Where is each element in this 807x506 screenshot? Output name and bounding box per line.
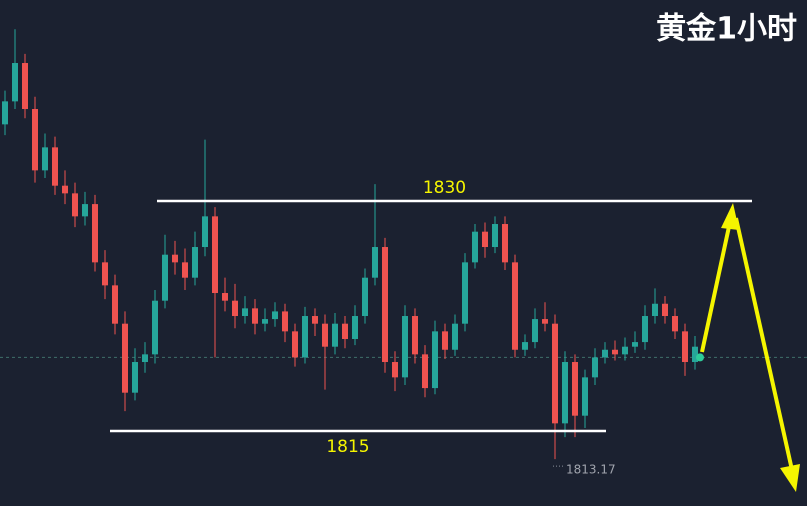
candle-body xyxy=(252,308,258,324)
arrow-down xyxy=(734,217,794,471)
candle-body xyxy=(412,316,418,355)
candle-body xyxy=(442,331,448,350)
candle-body xyxy=(502,224,508,263)
candle-body xyxy=(582,377,588,416)
candle-body xyxy=(262,319,268,324)
candle-body xyxy=(452,323,458,350)
candle-body xyxy=(682,331,688,363)
candle-body xyxy=(462,262,468,324)
candle-body xyxy=(52,147,58,186)
candle-body xyxy=(512,262,518,350)
candle-body xyxy=(382,247,388,363)
arrow-up xyxy=(700,221,732,353)
candle-body xyxy=(692,346,698,363)
candle-body xyxy=(552,323,558,424)
candle-body xyxy=(302,316,308,358)
candle-body xyxy=(422,354,428,389)
candle-body xyxy=(272,311,278,320)
candle-body xyxy=(342,323,348,340)
chart-title: 黄金1小时 xyxy=(656,12,797,47)
plot-area: 1830 1815 1813.17 xyxy=(0,29,807,477)
candle-body xyxy=(602,349,608,358)
candle-body xyxy=(612,349,618,355)
candle-body xyxy=(42,147,48,171)
candle-body xyxy=(402,316,408,378)
candle-body xyxy=(312,316,318,324)
candle-body xyxy=(642,316,648,343)
candle-body xyxy=(542,319,548,324)
candle-body xyxy=(212,216,218,294)
candle-body xyxy=(362,277,368,317)
candle-body xyxy=(282,311,288,332)
candle-body xyxy=(532,319,538,343)
candle-body xyxy=(472,231,478,263)
candle-body xyxy=(622,346,628,355)
candle-body xyxy=(432,331,438,389)
candle-body xyxy=(72,193,78,217)
candle-body xyxy=(562,362,568,424)
candle-body xyxy=(92,204,98,263)
candle-body xyxy=(672,316,678,332)
candle-body xyxy=(592,357,598,378)
candle-body xyxy=(492,224,498,248)
candle-body xyxy=(232,300,238,317)
candle-body xyxy=(132,362,138,393)
candle-body xyxy=(522,342,528,350)
candle-body xyxy=(632,342,638,347)
candle-body xyxy=(332,323,338,347)
arrow-head xyxy=(780,464,800,492)
low-label: 1813.17 xyxy=(566,463,616,477)
candle-body xyxy=(12,63,18,102)
candle-body xyxy=(222,293,228,301)
candle-body xyxy=(62,185,68,194)
candle-body xyxy=(82,204,88,217)
candle-body xyxy=(152,300,158,355)
arrow-head xyxy=(721,203,739,230)
candle-body xyxy=(352,316,358,340)
candle-body xyxy=(22,63,28,110)
candle-body xyxy=(112,285,118,324)
candle-body xyxy=(162,254,168,301)
candle-body xyxy=(652,303,658,317)
candle-body xyxy=(142,354,148,363)
candle-body xyxy=(322,323,328,347)
level-label: 1830 xyxy=(423,178,466,198)
annotations xyxy=(700,203,800,492)
candle-body xyxy=(392,362,398,378)
candle-body xyxy=(172,254,178,263)
candle-body xyxy=(572,362,578,416)
candle-body xyxy=(662,303,668,317)
candle-body xyxy=(292,331,298,358)
candle-body xyxy=(2,101,8,125)
candle-body xyxy=(122,323,128,393)
last-price-dot xyxy=(696,353,704,362)
candle-body xyxy=(182,262,188,278)
candle-body xyxy=(482,231,488,248)
candle-body xyxy=(202,216,208,248)
candle-body xyxy=(32,109,38,171)
candle-body xyxy=(242,308,248,317)
level-label: 1815 xyxy=(326,437,369,457)
candle-body xyxy=(192,247,198,278)
candle-body xyxy=(102,262,108,286)
candle-body xyxy=(372,247,378,278)
